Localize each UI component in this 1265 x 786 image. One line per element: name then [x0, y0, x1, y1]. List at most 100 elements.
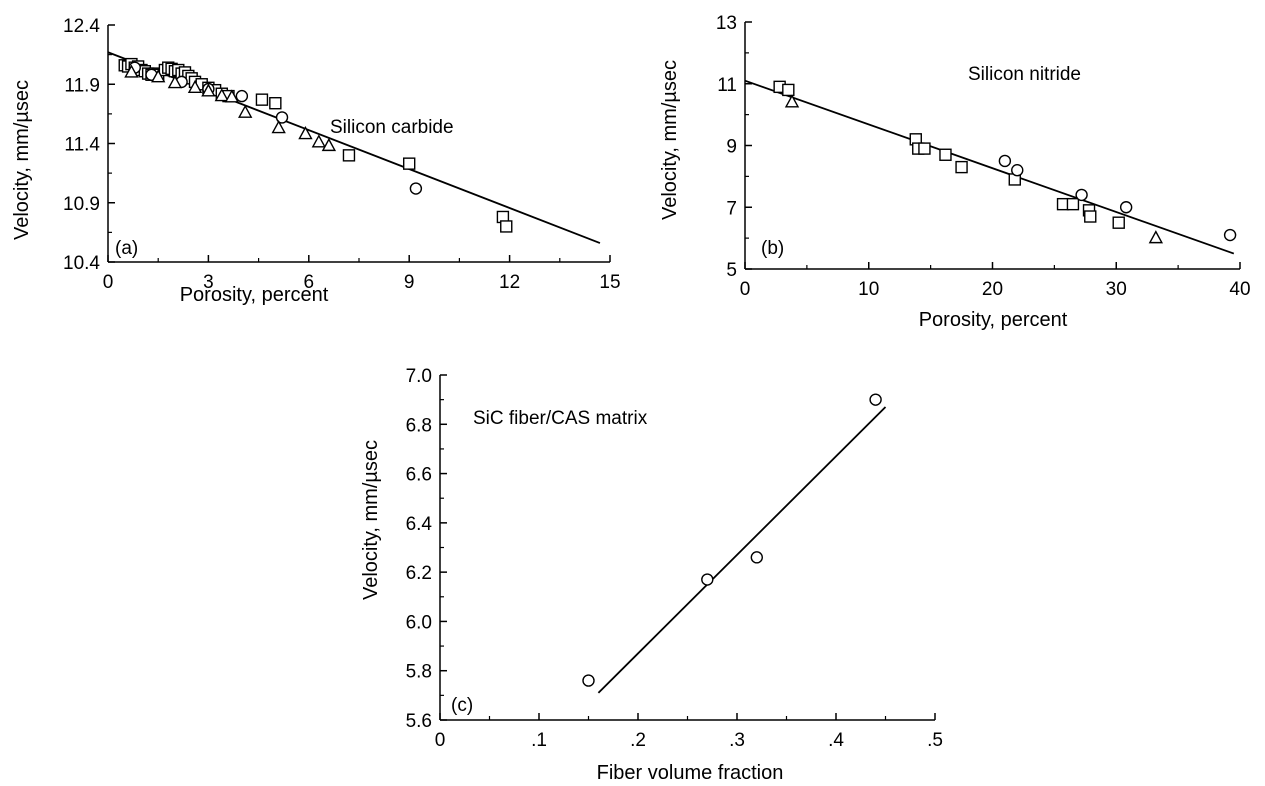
x-tick-label: 9	[404, 272, 415, 293]
square-marker	[1084, 210, 1097, 223]
y-tick-label: 11	[717, 75, 737, 96]
x-tick-label: .4	[828, 730, 844, 751]
x-tick-label: .5	[927, 730, 943, 751]
chart-annotation: SiC fiber/CAS matrix	[473, 408, 648, 429]
data-points	[582, 393, 882, 687]
square-marker	[269, 97, 282, 110]
square-marker	[939, 148, 952, 161]
triangle-marker	[1148, 230, 1164, 244]
y-tick-label: 11.4	[64, 135, 100, 156]
chart-annotation: Silicon carbide	[330, 117, 454, 138]
fit-line	[744, 79, 1235, 255]
triangle-marker	[298, 126, 313, 140]
square-marker	[918, 142, 931, 155]
circle-marker	[869, 393, 882, 406]
fit-line-group	[744, 79, 1235, 255]
x-tick-label: 10	[858, 279, 879, 300]
square-marker	[955, 160, 968, 174]
y-axis-title: Velocity, mm/µsec	[360, 440, 382, 600]
chart-panel-sic-fiber-cas-matrix: 0 .1 .2 .3 .4 .5 5.6 5.8 6.0 6.2 6.4 6.6 6.8 7.0 Fibe…	[360, 366, 943, 784]
square-marker	[500, 220, 513, 233]
tick-labels: 0 .1 .2 .3 .4 .5 5.6 5.8 6.0 6.2 6.4 6.6 6.8 7.0	[406, 366, 943, 751]
x-tick-label: 15	[599, 272, 620, 293]
x-tick-label: 6	[304, 272, 315, 293]
y-axis-title: Velocity, mm/µsec	[11, 80, 33, 240]
data-points	[118, 57, 513, 233]
x-tick-label: 12	[499, 272, 520, 293]
y-tick-label: 6.8	[406, 415, 432, 436]
x-tick-label: 0	[435, 730, 446, 751]
y-tick-label: 13	[716, 13, 737, 34]
circle-marker	[1223, 228, 1237, 242]
x-axis-title: Fiber volume fraction	[597, 762, 784, 784]
chart-panel-silicon-carbide: 0 3 6 9 12 15 10.4 10.9 11.4 11.9 12.4 Porosity, p…	[11, 16, 621, 306]
y-tick-label: 10.9	[63, 194, 100, 215]
circle-marker	[1011, 163, 1024, 177]
triangle-marker	[124, 64, 139, 78]
circle-marker	[1075, 188, 1088, 202]
y-tick-label: 6.4	[406, 514, 433, 535]
fit-line-group	[597, 406, 887, 694]
y-tick-label: 7	[726, 198, 737, 219]
y-tick-label: 12.4	[63, 16, 100, 37]
y-tick-label: 5	[726, 260, 737, 281]
x-tick-label: .1	[531, 730, 547, 751]
y-tick-label: 6.2	[406, 563, 432, 584]
triangle-marker	[187, 79, 203, 94]
square-marker	[255, 93, 269, 106]
x-axis-title: Porosity, percent	[180, 284, 329, 306]
x-tick-label: 3	[203, 272, 214, 293]
x-tick-label: 0	[740, 279, 751, 300]
y-tick-label: 7.0	[406, 366, 432, 387]
data-points	[773, 80, 1237, 244]
y-tick-label: 11.9	[64, 75, 100, 96]
circle-marker	[275, 111, 289, 124]
x-tick-label: 20	[982, 279, 1003, 300]
y-tick-label: 9	[726, 137, 737, 158]
x-tick-label: 0	[103, 272, 114, 293]
y-tick-label: 6.6	[406, 465, 432, 486]
axes-frame	[744, 21, 1241, 270]
tick-labels: 0 3 6 9 12 15 10.4 10.9 11.4 11.9 12.4	[63, 16, 621, 293]
y-tick-label: 6.0	[406, 612, 432, 633]
square-marker	[1066, 197, 1080, 211]
y-tick-label: 10.4	[63, 253, 100, 274]
triangle-marker	[167, 75, 183, 89]
circle-marker	[235, 89, 249, 103]
tick-labels: 0 10 20 30 40 5 7 9 11 13	[716, 13, 1251, 300]
square-marker	[403, 157, 416, 170]
triangle-marker	[311, 134, 327, 148]
triangle-marker	[151, 69, 166, 83]
triangle-marker	[238, 104, 253, 118]
chart-panel-silicon-nitride: 0 10 20 30 40 5 7 9 11 13 Porosity, percent Veloc…	[659, 13, 1251, 331]
circle-marker	[701, 573, 714, 586]
axes-frame	[439, 374, 936, 721]
chart-annotation: Silicon nitride	[968, 64, 1081, 85]
x-tick-label: .2	[630, 730, 646, 751]
x-axis-title: Porosity, percent	[919, 309, 1068, 331]
x-tick-label: 30	[1106, 279, 1127, 300]
x-tick-label: .3	[729, 730, 745, 751]
y-axis-title: Velocity, mm/µsec	[659, 60, 681, 220]
fit-line	[597, 406, 887, 694]
axes-frame	[107, 24, 611, 263]
y-tick-label: 5.6	[406, 711, 432, 732]
triangle-marker	[321, 137, 337, 152]
circle-marker	[582, 674, 595, 687]
square-marker	[342, 149, 356, 162]
panel-label: (b)	[761, 238, 784, 259]
triangle-marker	[214, 88, 229, 102]
circle-marker	[750, 551, 763, 564]
square-marker	[782, 83, 795, 97]
y-tick-label: 5.8	[406, 662, 432, 683]
triangle-marker	[224, 89, 240, 103]
triangle-marker	[201, 83, 216, 97]
circle-marker	[409, 182, 423, 195]
square-marker	[1112, 216, 1125, 229]
panel-label: (c)	[451, 695, 473, 716]
triangle-marker	[271, 120, 286, 134]
circle-marker	[1119, 201, 1133, 214]
panel-label: (a)	[115, 238, 138, 259]
triangle-marker	[784, 94, 800, 108]
